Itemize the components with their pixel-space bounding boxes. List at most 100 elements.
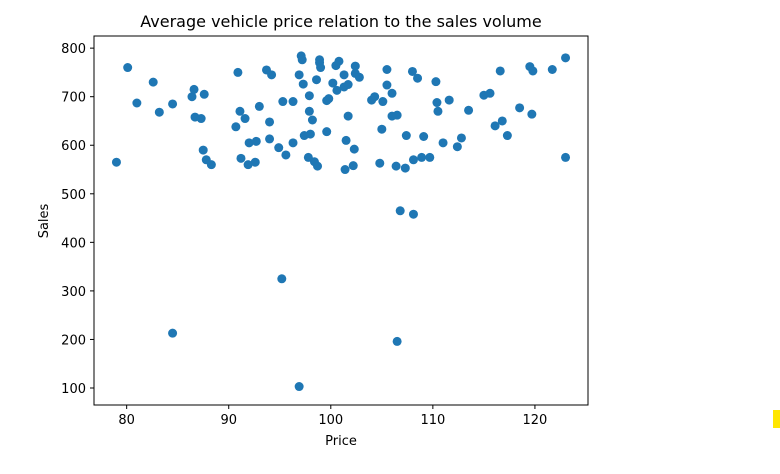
scatter-point — [515, 103, 525, 113]
scatter-point — [343, 80, 353, 90]
scatter-point — [231, 122, 241, 132]
scatter-point — [313, 161, 323, 171]
scatter-point — [408, 209, 418, 219]
scatter-point — [349, 144, 359, 154]
scatter-point — [243, 160, 253, 170]
scatter-point — [561, 53, 571, 63]
scatter-point — [274, 143, 284, 153]
scatter-point — [288, 138, 298, 148]
scatter-point — [278, 97, 288, 107]
scatter-point — [304, 91, 314, 101]
x-tick-label: 80 — [118, 413, 135, 428]
x-tick-label: 110 — [420, 413, 445, 428]
y-axis-label: Sales — [37, 203, 52, 238]
scatter-point — [400, 163, 410, 173]
scatter-point — [250, 157, 260, 167]
scatter-point — [235, 106, 245, 116]
scatter-point — [354, 72, 364, 82]
scatter-point — [391, 161, 401, 171]
scatter-point — [456, 133, 466, 143]
scatter-point — [233, 67, 243, 77]
scatter-point — [419, 132, 429, 142]
y-axis-ticks: 100 200 300 400 500 600 700 800 — [61, 42, 94, 397]
scatter-point — [168, 99, 178, 109]
scatter-point — [189, 84, 199, 94]
plot-area-frame — [93, 35, 589, 406]
scatter-point — [528, 66, 538, 76]
scatter-point — [464, 105, 474, 115]
y-tick-label: 700 — [61, 91, 86, 106]
y-tick-label: 500 — [61, 188, 86, 203]
y-tick-label: 200 — [61, 333, 86, 348]
scatter-point — [265, 134, 275, 144]
scatter-point — [304, 106, 314, 116]
scatter-point — [341, 135, 351, 145]
y-tick-label: 300 — [61, 285, 86, 300]
scatter-point — [254, 101, 264, 111]
scatter-point — [438, 138, 448, 148]
scatter-point — [294, 70, 304, 80]
scatter-point — [339, 70, 349, 80]
scatter-point — [527, 109, 537, 119]
scatter-point — [348, 161, 358, 171]
scatter-point — [236, 153, 246, 163]
scatter-point — [240, 114, 250, 124]
scatter-point — [377, 124, 387, 134]
yellow-marker — [773, 410, 780, 428]
scatter-point — [392, 110, 402, 120]
scatter-point — [324, 94, 334, 104]
scatter-point — [407, 66, 417, 76]
scatter-point — [490, 121, 500, 131]
scatter-point — [395, 206, 405, 216]
scatter-point — [168, 328, 178, 338]
scatter-point — [277, 274, 287, 284]
x-tick-label: 120 — [523, 413, 548, 428]
scatter-point — [199, 89, 209, 99]
scatter-point — [148, 77, 158, 87]
scatter-point — [561, 152, 571, 162]
scatter-point — [316, 63, 326, 73]
chart-title: Average vehicle price relation to the sa… — [140, 12, 541, 31]
scatter-point — [433, 106, 443, 116]
scatter-point — [343, 111, 353, 121]
scatter-point — [340, 165, 350, 175]
x-axis-ticks: 80 90 100 110 120 — [118, 405, 547, 428]
scatter-point — [196, 114, 206, 124]
scatter-point — [452, 142, 462, 152]
data-points — [111, 51, 571, 392]
scatter-point — [382, 65, 392, 75]
scatter-point — [298, 79, 308, 89]
scatter-point — [378, 97, 388, 107]
scatter-point — [294, 382, 304, 392]
y-tick-label: 800 — [61, 42, 86, 57]
scatter-point — [123, 63, 133, 73]
scatter-point — [251, 136, 261, 146]
scatter-point — [408, 155, 418, 165]
scatter-point — [392, 336, 402, 346]
scatter-point — [547, 65, 557, 75]
scatter-point — [497, 116, 507, 126]
scatter-point — [332, 85, 342, 95]
scatter-point — [401, 131, 411, 141]
scatter-point — [288, 97, 298, 107]
scatter-point — [307, 115, 317, 125]
scatter-point — [267, 70, 277, 80]
scatter-point — [444, 95, 454, 105]
scatter-point — [281, 150, 291, 160]
scatter-point — [370, 92, 380, 102]
scatter-point — [350, 61, 360, 71]
scatter-point — [334, 56, 344, 66]
scatter-point — [111, 157, 121, 167]
y-tick-label: 400 — [61, 236, 86, 251]
scatter-point — [375, 158, 385, 168]
x-axis-label: Price — [325, 434, 357, 449]
x-tick-label: 100 — [318, 413, 343, 428]
y-tick-label: 100 — [61, 382, 86, 397]
scatter-point — [265, 117, 275, 127]
scatter-point — [425, 152, 435, 162]
x-tick-label: 90 — [220, 413, 237, 428]
scatter-point — [305, 129, 315, 139]
scatter-point — [206, 160, 216, 170]
scatter-point — [431, 77, 441, 87]
